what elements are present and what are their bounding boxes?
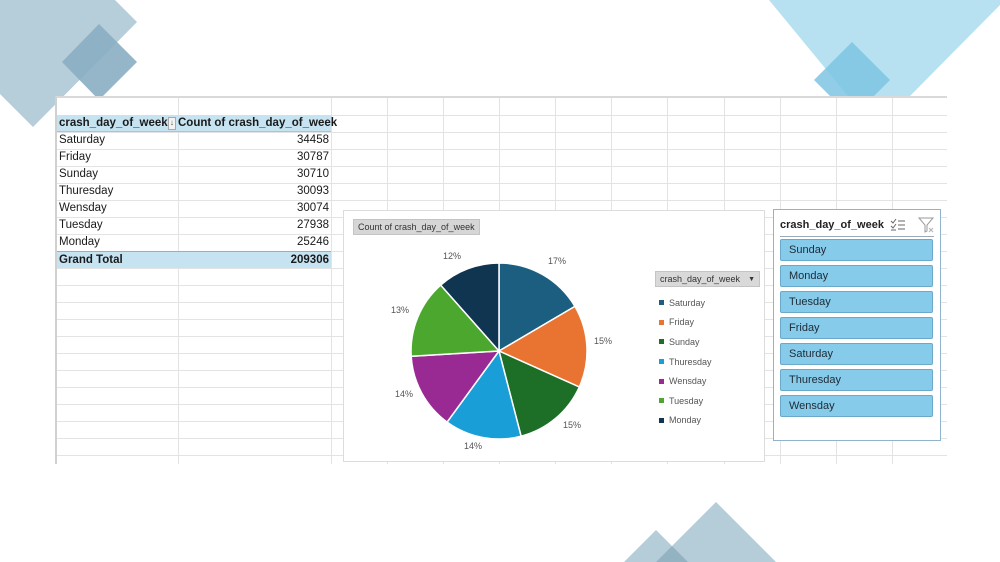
data-label: 14% — [464, 441, 483, 451]
grand-total-row[interactable]: Grand Total 209306 — [57, 251, 331, 268]
slicer-panel[interactable]: crash_day_of_week Sunday Monday Tuesday … — [773, 209, 941, 441]
slicer-items: Sunday Monday Tuesday Friday Saturday Th… — [780, 239, 933, 421]
legend-label: Saturday — [669, 297, 706, 308]
pivot-row[interactable]: Tuesday 27938 — [57, 217, 331, 234]
data-label: 14% — [395, 389, 414, 399]
slicer-item-tuesday[interactable]: Tuesday — [780, 291, 933, 313]
grand-total-label: Grand Total — [59, 254, 123, 266]
data-label: 17% — [548, 256, 567, 266]
pie-plot — [410, 262, 588, 440]
pie-slice-wensday — [410, 350, 501, 424]
data-label: 15% — [563, 420, 582, 430]
row-value: 30074 — [297, 202, 329, 214]
row-label: Wensday — [59, 202, 107, 214]
legend-field-button[interactable]: crash_day_of_week ▼ — [655, 271, 760, 287]
pivot-header-row: crash_day_of_week ↓ Count of crash_day_o… — [57, 115, 338, 132]
row-label: Monday — [59, 236, 100, 248]
legend-swatch-icon — [659, 417, 664, 423]
row-value: 30710 — [297, 168, 329, 180]
row-value: 30093 — [297, 185, 329, 197]
legend-item[interactable]: Thuresday — [655, 352, 760, 372]
pivot-row[interactable]: Thuresday 30093 — [57, 183, 331, 200]
pivot-row[interactable]: Saturday 34458 — [57, 132, 331, 149]
legend-label: Monday — [669, 415, 702, 426]
legend-swatch-icon — [659, 319, 664, 325]
legend-swatch-icon — [659, 359, 664, 365]
legend-item[interactable]: Saturday — [655, 293, 760, 313]
legend-label: Friday — [669, 317, 695, 328]
data-label: 13% — [391, 305, 410, 315]
row-label: Tuesday — [59, 219, 103, 231]
legend-swatch-icon — [659, 339, 664, 345]
value-header: Count of crash_day_of_week — [178, 117, 338, 129]
slicer-item-thuresday[interactable]: Thuresday — [780, 369, 933, 391]
legend-item[interactable]: Sunday — [655, 332, 760, 352]
row-value: 34458 — [297, 134, 329, 146]
slicer-item-sunday[interactable]: Sunday — [780, 239, 933, 261]
legend-item[interactable]: Friday — [655, 313, 760, 333]
legend-swatch-icon — [659, 398, 664, 404]
pivot-row[interactable]: Monday 25246 — [57, 234, 331, 251]
pivot-table[interactable]: crash_day_of_week ↓ Count of crash_day_o… — [57, 115, 338, 268]
legend-field-label: crash_day_of_week — [660, 274, 741, 284]
slicer-header: crash_day_of_week — [780, 214, 934, 237]
slicer-item-monday[interactable]: Monday — [780, 265, 933, 287]
grand-total-value: 209306 — [290, 254, 329, 266]
row-label: Friday — [59, 151, 91, 163]
legend-label: Sunday — [669, 336, 700, 347]
pie-chart[interactable]: Count of crash_day_of_week 17% 15% 15% 1… — [343, 210, 765, 462]
legend-swatch-icon — [659, 300, 664, 306]
row-value: 25246 — [297, 236, 329, 248]
slicer-item-friday[interactable]: Friday — [780, 317, 933, 339]
data-label: 15% — [594, 336, 613, 346]
pie-slice-thuresday — [446, 349, 523, 440]
pie-slice-tuesday — [410, 284, 501, 358]
row-label: Saturday — [59, 134, 106, 146]
pivot-row[interactable]: Wensday 30074 — [57, 200, 331, 217]
legend-label: Wensday — [669, 376, 707, 387]
legend-item[interactable]: Monday — [655, 411, 760, 431]
slicer-title: crash_day_of_week — [780, 219, 884, 231]
slicer-item-saturday[interactable]: Saturday — [780, 343, 933, 365]
row-label: Sunday — [59, 168, 99, 180]
row-value: 27938 — [297, 219, 329, 231]
chart-legend: crash_day_of_week ▼ Saturday Friday Sund… — [655, 271, 760, 430]
pie-slice-monday — [439, 262, 500, 353]
pie-slice-sunday — [497, 349, 581, 438]
pivot-row[interactable]: Sunday 30710 — [57, 166, 331, 183]
legend-label: Thuresday — [669, 356, 712, 367]
data-label: 12% — [443, 251, 462, 261]
row-label: Thuresday — [59, 185, 114, 197]
chart-value-field-button[interactable]: Count of crash_day_of_week — [353, 219, 480, 235]
row-value: 30787 — [297, 151, 329, 163]
sort-filter-icon[interactable]: ↓ — [167, 116, 176, 130]
row-label-header: crash_day_of_week — [59, 116, 168, 129]
clear-filter-icon[interactable] — [918, 217, 934, 233]
legend-item[interactable]: Tuesday — [655, 391, 760, 411]
pie-slice-friday — [497, 305, 588, 388]
legend-item[interactable]: Wensday — [655, 371, 760, 391]
multi-select-icon[interactable] — [890, 218, 906, 232]
slicer-item-wensday[interactable]: Wensday — [780, 395, 933, 417]
pie-slice-saturday — [498, 262, 576, 353]
legend-swatch-icon — [659, 378, 664, 384]
pivot-row[interactable]: Friday 30787 — [57, 149, 331, 166]
dropdown-arrow-icon: ▼ — [748, 275, 755, 283]
legend-label: Tuesday — [669, 395, 704, 406]
